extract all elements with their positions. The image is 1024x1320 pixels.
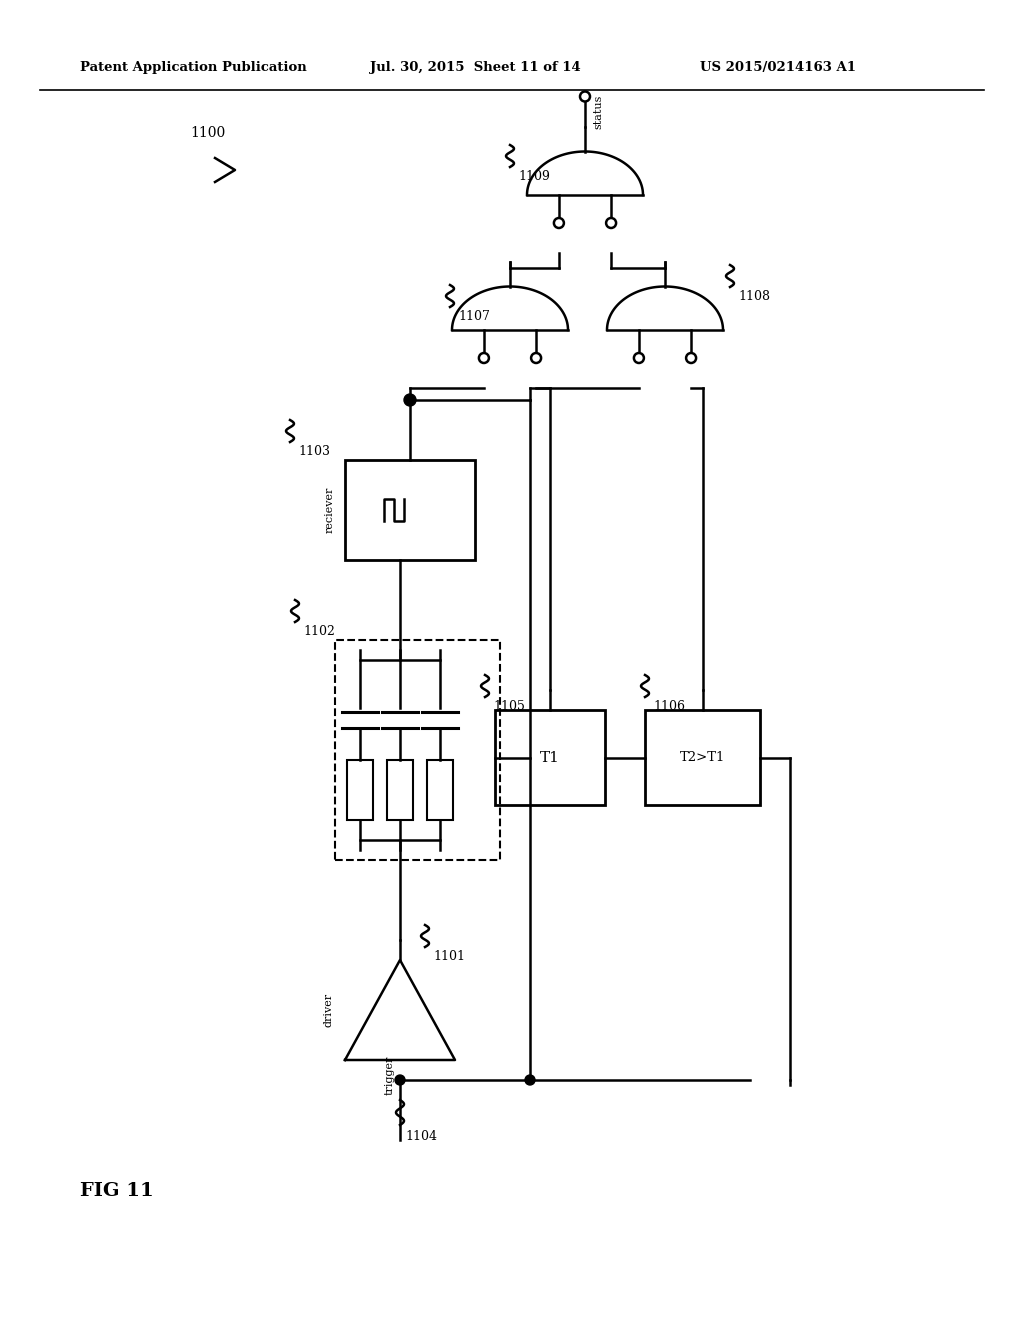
Text: status: status [593, 95, 603, 129]
Bar [345, 459, 475, 560]
Text: 1109: 1109 [518, 170, 550, 183]
Circle shape [634, 352, 644, 363]
Bar [387, 760, 413, 820]
Text: 1104: 1104 [406, 1130, 437, 1143]
Circle shape [479, 352, 488, 363]
Bar [335, 640, 500, 861]
Text: 1108: 1108 [738, 290, 770, 304]
Text: 1100: 1100 [190, 125, 225, 140]
Circle shape [525, 1074, 535, 1085]
Text: 1101: 1101 [433, 950, 465, 964]
Text: Jul. 30, 2015  Sheet 11 of 14: Jul. 30, 2015 Sheet 11 of 14 [370, 62, 581, 74]
Text: FIG 11: FIG 11 [80, 1181, 154, 1200]
Text: T2>T1: T2>T1 [680, 751, 725, 764]
Text: Patent Application Publication: Patent Application Publication [80, 62, 307, 74]
Circle shape [554, 218, 564, 228]
Circle shape [580, 91, 590, 102]
Bar [495, 710, 605, 805]
Circle shape [404, 393, 416, 407]
Text: driver: driver [323, 993, 333, 1027]
Text: US 2015/0214163 A1: US 2015/0214163 A1 [700, 62, 856, 74]
Bar [645, 710, 760, 805]
Text: 1103: 1103 [298, 445, 330, 458]
Text: trigger: trigger [385, 1056, 395, 1096]
Text: 1106: 1106 [653, 700, 685, 713]
Circle shape [686, 352, 696, 363]
Text: reciever: reciever [325, 487, 335, 533]
Text: 1102: 1102 [303, 624, 335, 638]
Text: T1: T1 [540, 751, 560, 764]
Circle shape [606, 218, 616, 228]
Bar [427, 760, 453, 820]
Circle shape [531, 352, 541, 363]
Bar [347, 760, 373, 820]
Text: 1105: 1105 [493, 700, 525, 713]
Circle shape [395, 1074, 406, 1085]
Text: 1107: 1107 [458, 310, 489, 323]
